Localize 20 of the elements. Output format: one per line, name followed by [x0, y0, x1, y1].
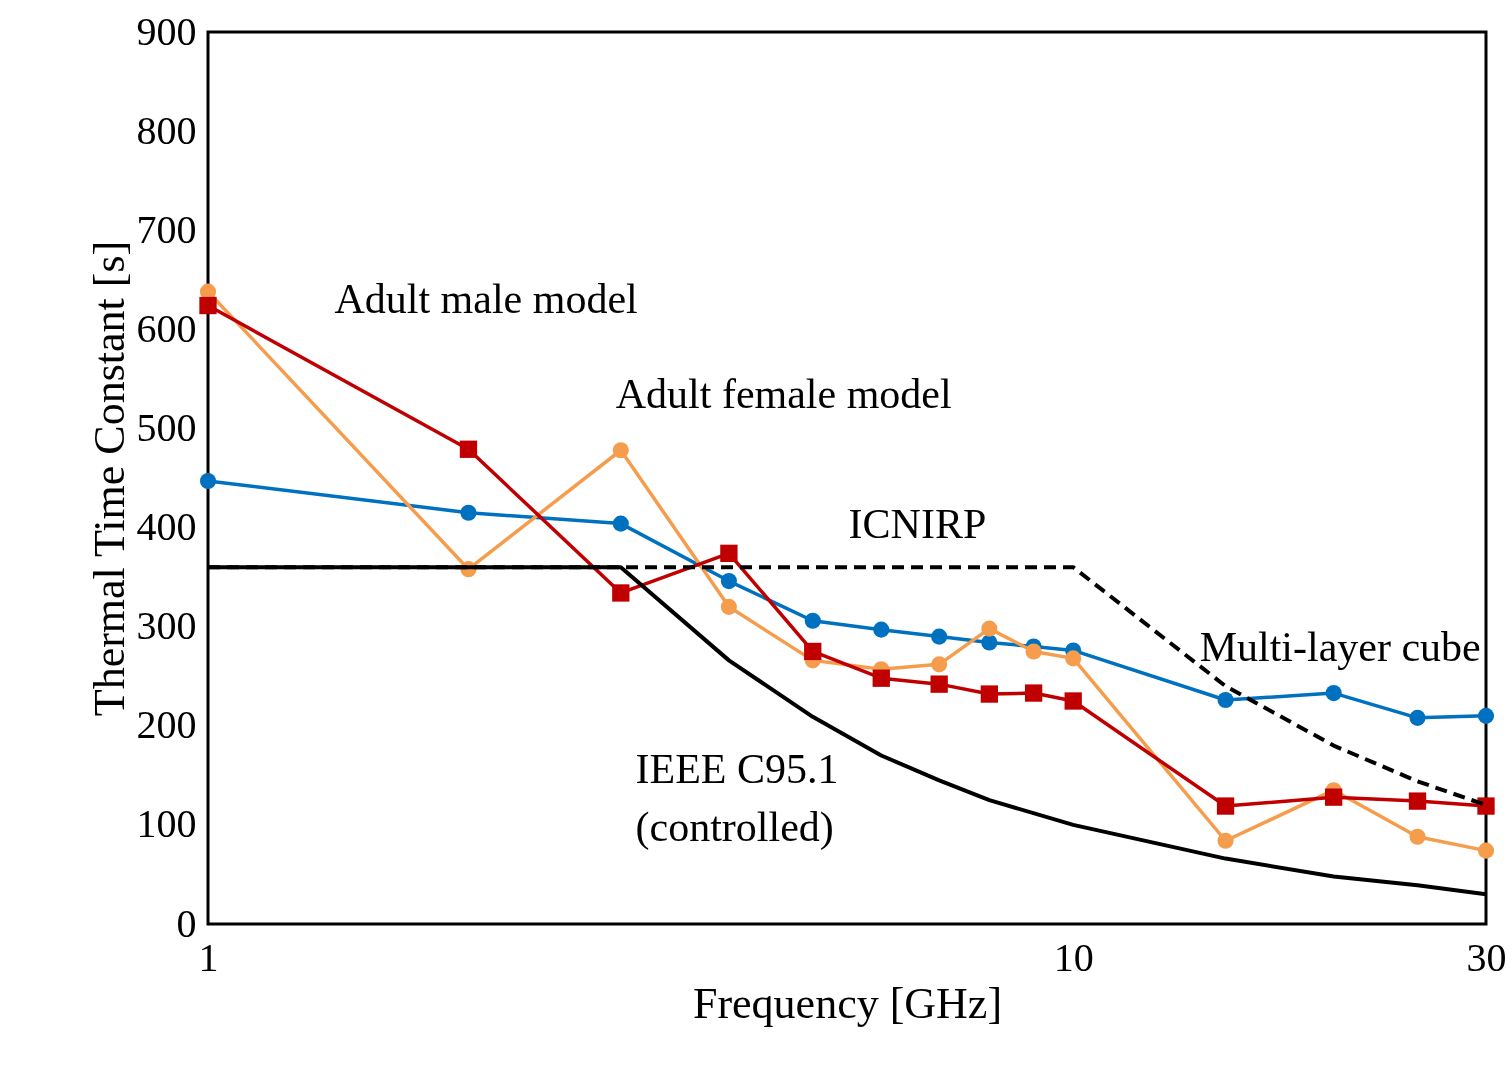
y-tick-label: 200	[136, 702, 197, 748]
y-tick-label: 400	[136, 504, 197, 550]
y-tick-label: 800	[136, 107, 197, 153]
x-tick-label: 1	[198, 934, 219, 980]
x-tick-label: 30	[1466, 934, 1507, 980]
x-axis-title: Frequency [GHz]	[692, 978, 1003, 1028]
y-tick-label: 900	[136, 8, 197, 54]
y-axis-title: Thermal Time Constant [s]	[84, 240, 134, 717]
y-tick-label: 500	[136, 404, 197, 450]
y-tick-label: 0	[176, 900, 197, 946]
series-label: Adult male model	[334, 275, 638, 322]
series-label: Adult female model	[615, 370, 952, 417]
y-tick-label: 700	[136, 206, 197, 252]
y-tick-label: 100	[136, 801, 197, 847]
y-tick-label: 300	[136, 603, 197, 649]
y-tick-label: 600	[136, 305, 197, 351]
series-label: Multi-layer cube	[1199, 624, 1481, 671]
series-label: ICNIRP	[848, 500, 987, 547]
x-tick-label: 10	[1053, 934, 1094, 980]
series-label: IEEE C95.1 (controlled)	[635, 746, 839, 852]
